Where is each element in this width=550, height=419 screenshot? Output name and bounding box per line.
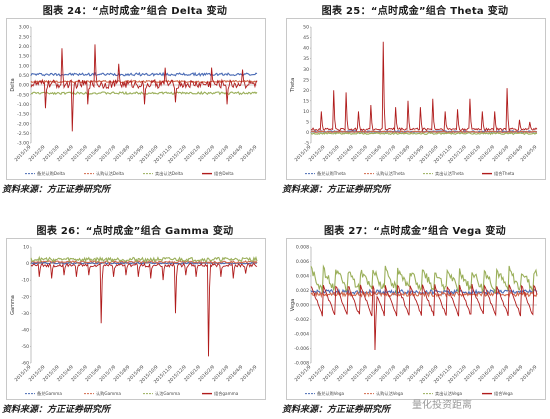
chart-frame-delta: Delta 3.00 2.50 2.00 1.50 1.00 0.50 0.00 -0.50 -1…	[6, 18, 266, 180]
y-axis-label: Vega	[290, 299, 296, 311]
legend-entry: 组合gamma	[214, 390, 239, 397]
chart-title-vega: 图表 27：“点时成金”组合 Vega 变动	[324, 226, 506, 237]
y-tick-label: -60	[21, 361, 29, 367]
legend-entry: 备兑Gamma	[37, 390, 62, 397]
y-tick-label: 0.002	[296, 288, 309, 294]
legend-entry: 组合Delta	[214, 170, 234, 177]
series-line	[30, 255, 258, 264]
y-tick-label: 10	[303, 109, 309, 115]
y-tick-label: -0.002	[294, 317, 309, 323]
legend-entry: 备兑认购Vega	[317, 390, 345, 397]
y-tick-label: -0.004	[294, 332, 309, 338]
chart-source-gamma: 资料来源：方正证券研究所	[2, 405, 111, 415]
legend-entry: 卖出认沽Delta	[155, 170, 183, 177]
chart-svg-delta: Delta 3.00 2.50 2.00 1.50 1.00 0.50 0.00 -0.50 -1…	[10, 25, 258, 177]
legend-entry: 卖出认沽Vega	[435, 390, 463, 397]
series-line	[310, 264, 538, 294]
chart-svg-theta: Theta50454035302520151050-52015/1/92015/…	[290, 25, 538, 177]
y-axis-label: Gamma	[10, 295, 16, 315]
y-tick-label: 45	[303, 35, 309, 41]
y-tick-label: 2.00	[19, 44, 29, 50]
legend-entry: 认购认沽Vega	[376, 390, 404, 397]
y-tick-label: 0.00	[19, 83, 29, 89]
y-tick-label: 0	[306, 130, 309, 136]
chart-frame-vega: Vega 0.008 0.006 0.004 0.002 0.000 -0.002 -0.00…	[286, 238, 546, 400]
chart-source-delta: 资料来源：方正证券研究所	[2, 185, 111, 195]
y-tick-label: 10	[23, 245, 29, 251]
y-tick-label: -0.006	[294, 346, 309, 352]
y-tick-label: 20	[303, 88, 309, 94]
y-tick-label: 40	[303, 46, 309, 52]
series-line	[30, 79, 258, 84]
series-line	[310, 41, 538, 133]
y-tick-label: 25	[303, 77, 309, 83]
y-tick-label: 1.50	[19, 54, 29, 60]
series-line	[30, 44, 258, 132]
y-tick-label: 3.00	[19, 25, 29, 31]
y-tick-label: -1.00	[17, 102, 29, 108]
y-tick-label: 1.00	[19, 63, 29, 69]
legend-entry: 认购Gamma	[96, 390, 121, 397]
chart-title-theta: 图表 25：“点时成金”组合 Theta 变动	[321, 6, 509, 17]
y-tick-label: 0	[26, 261, 29, 267]
y-axis-label: Theta	[290, 78, 296, 93]
series-line	[310, 131, 538, 136]
legend-entry: 备兑认购Theta	[317, 170, 346, 177]
legend-entry: 备兑认购Delta	[37, 170, 65, 177]
y-tick-label: 35	[303, 56, 309, 62]
y-tick-label: 5	[306, 120, 309, 126]
y-tick-label: -50	[21, 344, 29, 350]
y-tick-label: -30	[21, 311, 29, 317]
chart-frame-theta: Theta 50 45 40 35 30 25 20 15 10 5 0 -5 2015/1/9 2015/…	[286, 18, 546, 180]
y-tick-label: -2.50	[17, 131, 29, 137]
series-line	[30, 262, 258, 357]
y-tick-label: 0.000	[296, 303, 309, 309]
watermark-text: 量化投资距离	[412, 400, 472, 411]
y-tick-label: 0.50	[19, 73, 29, 79]
chart-source-vega: 资料来源：方正证券研究所	[282, 405, 391, 415]
y-tick-label: -2.00	[17, 121, 29, 127]
legend-entry: 组合Theta	[494, 170, 515, 177]
y-tick-label: -20	[21, 294, 29, 300]
chart-svg-gamma: Gamma100-10-20-30-40-50-602015/1/92015/2…	[10, 245, 258, 397]
series-line	[30, 71, 258, 77]
legend-entry: 组合Vega	[494, 390, 513, 397]
y-tick-label: 2.50	[19, 34, 29, 40]
y-tick-label: -10	[21, 278, 29, 284]
series-line	[310, 130, 538, 134]
y-tick-label: 15	[303, 98, 309, 104]
chart-svg-vega: Vega 0.008 0.006 0.004 0.002 0.000 -0.002 -0.00…	[290, 245, 538, 397]
y-tick-label: -0.008	[294, 361, 309, 367]
series-line	[30, 259, 258, 264]
y-tick-label: 0.006	[296, 259, 309, 265]
y-tick-label: 50	[303, 25, 309, 31]
chart-source-theta: 资料来源：方正证券研究所	[282, 185, 391, 195]
legend-entry: 认沽Gamma	[155, 390, 180, 397]
series-line	[310, 283, 538, 350]
y-tick-label: -0.50	[17, 92, 29, 98]
y-tick-label: 30	[303, 67, 309, 73]
chart-title-gamma: 图表 26：“点时成金”组合 Gamma 变动	[36, 226, 234, 237]
legend-entry: 认购认沽Theta	[376, 170, 405, 177]
legend-entry: 认购认沽Delta	[96, 170, 124, 177]
chart-title-delta: 图表 24：“点时成金”组合 Delta 变动	[42, 6, 228, 17]
series-line	[310, 287, 538, 296]
y-tick-label: 0.008	[296, 245, 309, 251]
y-tick-label: -40	[21, 327, 29, 333]
y-tick-label: 0.004	[296, 274, 309, 280]
y-tick-label: -5	[304, 141, 309, 147]
y-tick-label: -3.00	[17, 141, 29, 147]
chart-frame-gamma: Gamma 10 0 -10 -20 -30 -40 -50 -60 2015/1/9 2015/2…	[6, 238, 266, 400]
legend-entry: 卖出认沽Theta	[435, 170, 464, 177]
y-tick-label: -1.50	[17, 112, 29, 118]
y-axis-label: Delta	[10, 78, 16, 91]
